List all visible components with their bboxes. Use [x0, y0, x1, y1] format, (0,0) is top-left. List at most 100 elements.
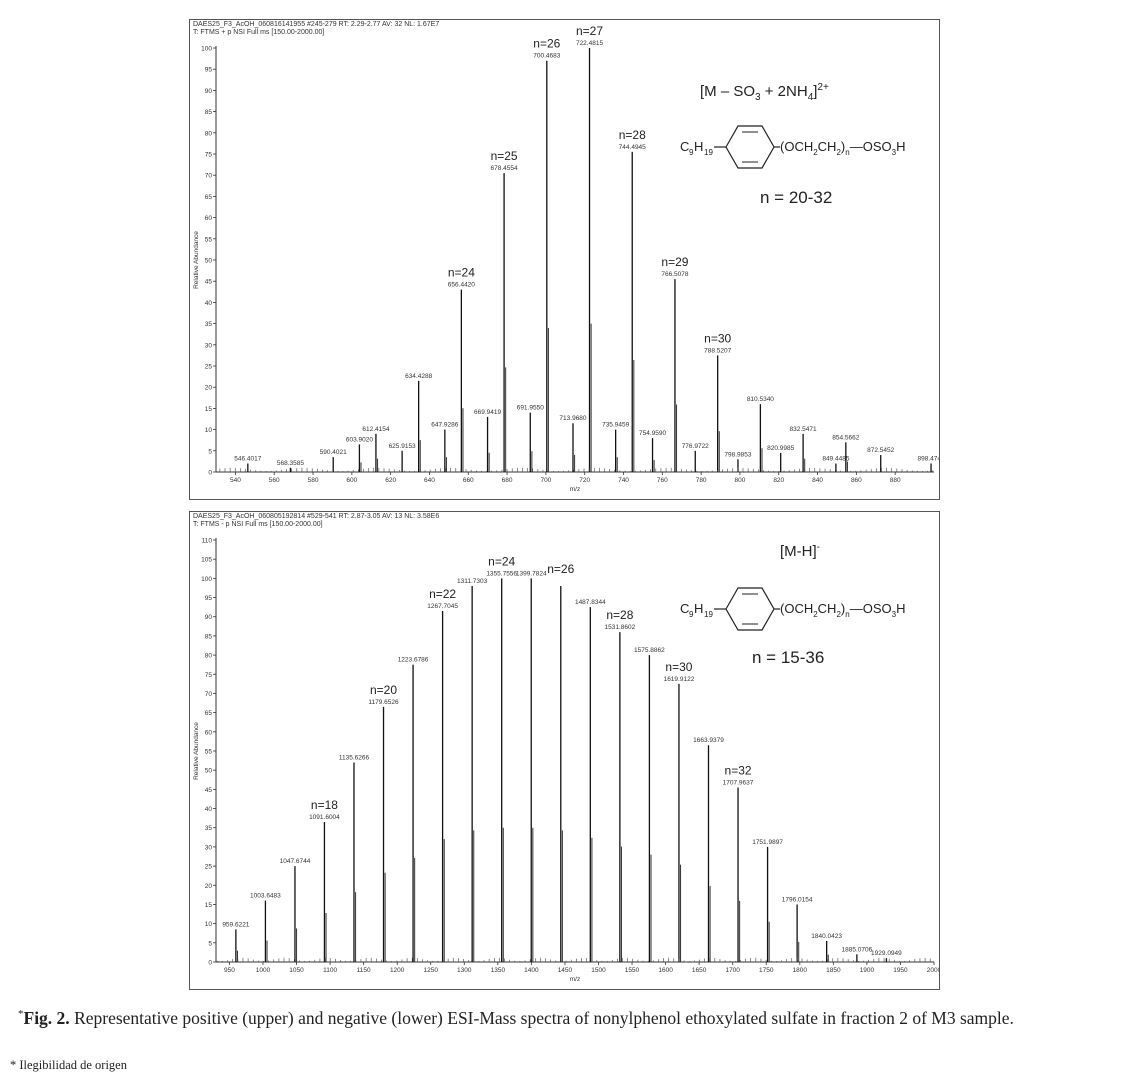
x-tick-label: 1950 — [893, 967, 908, 974]
x-tick-label: 1650 — [692, 967, 707, 974]
peak-label: 713.9680 — [559, 415, 586, 422]
x-tick-label: 660 — [463, 477, 474, 484]
peak-label: 744.4945 — [619, 144, 646, 151]
y-tick-label: 25 — [205, 364, 213, 371]
x-tick-label: 1800 — [793, 967, 808, 974]
negative-spectrum-panel: DAES25_F3_AcOH_060805192814 #529-541 RT:… — [189, 511, 940, 990]
peak-label: 1531.8602 — [604, 624, 635, 631]
x-tick-label: 860 — [851, 477, 862, 484]
structure-diagram: C 9 H 19 (OCH2CH2)n—OSO3H — [680, 125, 905, 169]
svg-text:(OCH2CH2)n—OSO3H: (OCH2CH2)n—OSO3H — [780, 601, 905, 619]
spectrum-header-line1: DAES25_F3_AcOH_060805192814 #529-541 RT:… — [193, 513, 440, 520]
peak-label: 590.4021 — [320, 449, 347, 456]
y-tick-label: 5 — [208, 940, 212, 947]
x-tick-label: 1400 — [524, 967, 539, 974]
peak-label: 669.9419 — [474, 409, 501, 416]
peak-label: 849.4485 — [822, 456, 849, 463]
n-label: n=22 — [429, 587, 456, 601]
footnote: * Ilegibilidad de origen — [10, 1058, 127, 1072]
x-tick-label: 1500 — [591, 967, 606, 974]
peak-label: 568.3585 — [277, 460, 304, 467]
y-tick-label: 95 — [205, 595, 213, 602]
caption-text: Representative positive (upper) and nega… — [74, 1008, 1014, 1028]
x-tick-label: 780 — [696, 477, 707, 484]
peak-label: 1091.6004 — [309, 814, 340, 821]
svg-text:19: 19 — [704, 610, 713, 619]
peak-label: 1311.7303 — [457, 578, 488, 585]
n-label: n=24 — [488, 554, 515, 568]
x-tick-label: 2000 — [927, 967, 939, 974]
x-tick-label: 1300 — [457, 967, 472, 974]
x-tick-label: 840 — [812, 477, 823, 484]
y-tick-label: 80 — [205, 653, 213, 660]
svg-text:(OCH2CH2)n—OSO3H: (OCH2CH2)n—OSO3H — [780, 139, 905, 157]
y-axis-label: Relative Abundance — [193, 722, 200, 780]
peak-label: 810.5340 — [747, 396, 774, 403]
n-label: n=26 — [547, 562, 574, 576]
peak-label: 691.9550 — [517, 405, 544, 412]
y-tick-label: 90 — [205, 88, 213, 95]
positive-spectrum-panel: DAES25_F3_AcOH_060816141955 #245-279 RT:… — [189, 19, 940, 500]
peak-label: 546.4017 — [234, 456, 261, 463]
peak-label: 735.9459 — [602, 422, 629, 429]
caption-label: Fig. 2. — [23, 1008, 70, 1028]
x-tick-label: 680 — [502, 477, 513, 484]
peak-label: 1179.6526 — [368, 699, 399, 706]
peak-label: 1487.8344 — [575, 599, 606, 606]
x-tick-label: 560 — [269, 477, 280, 484]
peak-label: 1267.7045 — [427, 603, 458, 610]
y-tick-label: 60 — [205, 215, 213, 222]
x-tick-label: 1600 — [658, 967, 673, 974]
y-tick-label: 85 — [205, 633, 213, 640]
svg-text:9: 9 — [689, 610, 694, 619]
y-tick-label: 40 — [205, 806, 213, 813]
peak-label: 1575.8862 — [634, 647, 665, 654]
x-tick-label: 600 — [346, 477, 357, 484]
y-tick-label: 50 — [205, 768, 213, 775]
y-tick-label: 25 — [205, 864, 213, 871]
y-tick-label: 75 — [205, 152, 213, 159]
n-label: n=29 — [661, 255, 688, 269]
y-tick-label: 35 — [205, 321, 213, 328]
y-tick-label: 45 — [205, 279, 213, 286]
x-tick-label: 720 — [579, 477, 590, 484]
x-tick-label: 580 — [308, 477, 319, 484]
peak-label: 766.5078 — [661, 271, 688, 278]
peak-label: 788.5207 — [704, 347, 731, 354]
n-label: n=20 — [370, 683, 397, 697]
peak-label: 625.9153 — [389, 443, 416, 450]
x-tick-label: 950 — [224, 967, 235, 974]
peak-label: 1047.6744 — [280, 858, 311, 865]
x-tick-label: 1700 — [725, 967, 740, 974]
y-tick-label: 100 — [201, 46, 212, 53]
spectrum-header-line2: T: FTMS - p NSI Full ms [150.00-2000.00] — [193, 521, 323, 528]
x-tick-label: 880 — [890, 477, 901, 484]
y-tick-label: 35 — [205, 825, 213, 832]
n-label: n=24 — [448, 266, 475, 280]
y-tick-label: 55 — [205, 749, 213, 756]
n-label: n=27 — [576, 24, 603, 38]
svg-text:H: H — [694, 601, 703, 616]
x-tick-label: 1350 — [491, 967, 506, 974]
peak-label: 1929.0949 — [871, 950, 902, 957]
y-axis-label: Relative Abundance — [193, 231, 200, 289]
ion-label: [M – SO3 + 2NH4]2+ — [700, 82, 829, 103]
y-tick-label: 0 — [208, 470, 212, 477]
x-tick-label: 1450 — [558, 967, 573, 974]
peak-label: 872.5452 — [867, 447, 894, 454]
peak-label: 959.6221 — [222, 921, 249, 928]
n-label: n=30 — [665, 660, 692, 674]
y-tick-label: 40 — [205, 300, 213, 307]
figure-caption: *Fig. 2. Representative positive (upper)… — [18, 1008, 1108, 1028]
x-tick-label: 1200 — [390, 967, 405, 974]
x-tick-label: 1850 — [826, 967, 841, 974]
peak-label: 1796.0154 — [782, 896, 813, 903]
y-tick-label: 0 — [208, 960, 212, 967]
x-tick-label: 640 — [424, 477, 435, 484]
x-tick-label: 1100 — [323, 967, 337, 974]
caption-marker: * — [18, 1008, 24, 1021]
n-label: n=26 — [533, 37, 560, 51]
peak-label: 678.4554 — [491, 165, 518, 172]
x-tick-label: 800 — [735, 477, 746, 484]
n-label: n=28 — [606, 608, 633, 622]
